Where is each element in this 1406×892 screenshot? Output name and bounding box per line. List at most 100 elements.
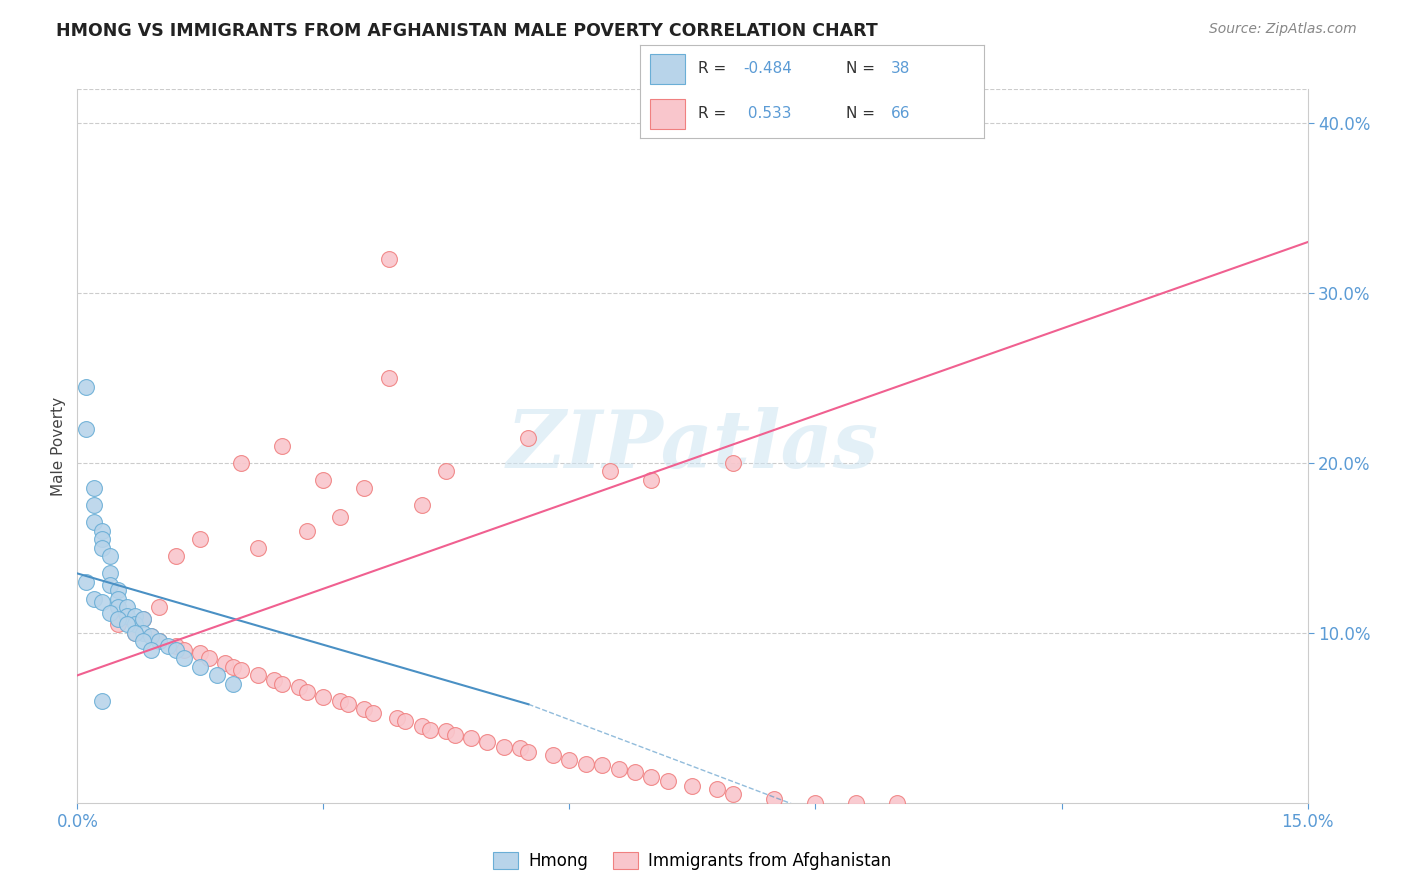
Point <box>98 549 121 564</box>
Point <box>83 516 105 530</box>
Point <box>312 473 335 487</box>
Point <box>222 677 245 691</box>
Point <box>98 578 121 592</box>
Point <box>246 668 269 682</box>
Text: 0.533: 0.533 <box>744 106 792 121</box>
Point <box>763 792 786 806</box>
Point <box>411 719 433 733</box>
Text: R =: R = <box>699 106 727 121</box>
Point <box>575 756 598 771</box>
Text: 38: 38 <box>891 62 911 77</box>
Point <box>98 606 121 620</box>
Point <box>517 745 540 759</box>
Text: ZIPatlas: ZIPatlas <box>506 408 879 484</box>
Text: HMONG VS IMMIGRANTS FROM AFGHANISTAN MALE POVERTY CORRELATION CHART: HMONG VS IMMIGRANTS FROM AFGHANISTAN MAL… <box>56 22 877 40</box>
Point <box>394 714 416 729</box>
Point <box>141 643 163 657</box>
Point <box>804 796 827 810</box>
Point <box>132 612 155 626</box>
Point <box>591 758 613 772</box>
Point <box>558 753 581 767</box>
Point <box>509 741 531 756</box>
Point <box>682 779 704 793</box>
Point <box>148 634 170 648</box>
Point <box>115 608 138 623</box>
Point <box>75 574 97 589</box>
Point <box>387 711 409 725</box>
Point <box>411 499 433 513</box>
Point <box>107 612 129 626</box>
Point <box>329 694 352 708</box>
Point <box>517 430 540 444</box>
Point <box>214 657 236 671</box>
Point <box>353 702 375 716</box>
Point <box>132 634 155 648</box>
Point <box>148 600 170 615</box>
Text: R =: R = <box>699 62 727 77</box>
Point <box>378 371 401 385</box>
Point <box>197 651 219 665</box>
Text: -0.484: -0.484 <box>744 62 792 77</box>
Point <box>353 482 375 496</box>
Bar <box>650 99 685 129</box>
Point <box>599 465 621 479</box>
Point <box>312 690 335 705</box>
Point <box>329 510 352 524</box>
Point <box>107 617 129 632</box>
Point <box>83 591 105 606</box>
Point <box>477 734 499 748</box>
Point <box>148 634 170 648</box>
Point <box>271 677 294 691</box>
Point <box>624 765 647 780</box>
Point <box>231 663 253 677</box>
Point <box>165 643 187 657</box>
Point <box>222 660 245 674</box>
Point <box>124 617 146 632</box>
Point <box>492 739 515 754</box>
Point <box>90 541 114 555</box>
Point <box>107 591 129 606</box>
Bar <box>650 54 685 84</box>
Point <box>188 533 212 547</box>
Point <box>205 668 228 682</box>
Point <box>288 680 311 694</box>
Y-axis label: Male Poverty: Male Poverty <box>51 396 66 496</box>
Point <box>107 583 129 598</box>
Text: 66: 66 <box>891 106 911 121</box>
Point <box>723 787 745 801</box>
Point <box>188 646 212 660</box>
Point <box>173 643 195 657</box>
Point <box>75 422 97 436</box>
Point <box>90 694 114 708</box>
Point <box>607 762 630 776</box>
Point <box>75 379 97 393</box>
Point <box>845 796 868 810</box>
Point <box>231 456 253 470</box>
Point <box>541 748 564 763</box>
Point <box>271 439 294 453</box>
Point <box>165 640 187 654</box>
Legend: Hmong, Immigrants from Afghanistan: Hmong, Immigrants from Afghanistan <box>486 845 898 877</box>
Point <box>295 524 318 538</box>
Point <box>436 724 458 739</box>
Point <box>263 673 285 688</box>
Point <box>361 706 384 720</box>
Text: Source: ZipAtlas.com: Source: ZipAtlas.com <box>1209 22 1357 37</box>
Point <box>107 600 129 615</box>
Point <box>90 595 114 609</box>
Point <box>188 660 212 674</box>
Point <box>165 549 187 564</box>
Point <box>124 626 146 640</box>
Point <box>723 456 745 470</box>
Point <box>124 626 146 640</box>
Point <box>436 465 458 479</box>
Point <box>132 612 155 626</box>
Point <box>443 728 465 742</box>
Point <box>886 796 908 810</box>
Point <box>640 770 662 784</box>
Point <box>115 617 138 632</box>
Point <box>90 524 114 538</box>
Point <box>640 473 662 487</box>
Point <box>156 640 179 654</box>
Point <box>124 608 146 623</box>
